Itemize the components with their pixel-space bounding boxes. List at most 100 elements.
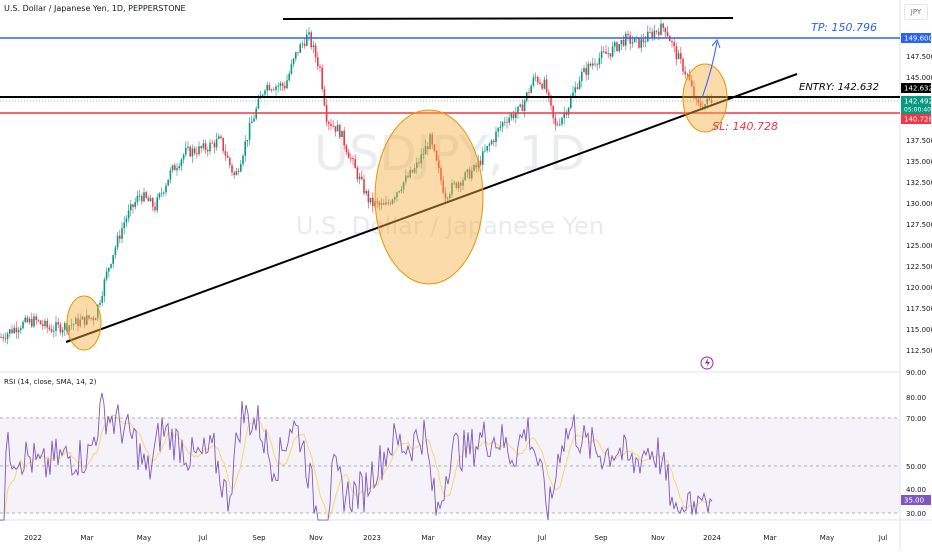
candle-body xyxy=(356,167,359,180)
candle-body xyxy=(277,85,279,87)
candle-body xyxy=(35,316,37,321)
candle-body xyxy=(446,197,449,199)
candle-body xyxy=(581,72,583,81)
time-tick-label: Mar xyxy=(421,534,434,542)
candle-body xyxy=(552,105,554,118)
candle-body xyxy=(649,31,651,33)
time-tick-label: 2022 xyxy=(24,534,42,542)
candle-body xyxy=(6,333,9,339)
candle-body xyxy=(28,318,31,323)
candle-body xyxy=(664,27,667,33)
candle-body xyxy=(77,318,79,327)
candle-body xyxy=(609,53,612,57)
candle-body xyxy=(281,83,284,86)
candle-body xyxy=(105,271,108,280)
price-tick-label: 135.000 xyxy=(906,158,932,166)
candle-body xyxy=(677,53,680,60)
candle-body xyxy=(405,175,407,183)
lightning-glyph xyxy=(705,358,710,368)
candle-body xyxy=(310,32,312,48)
symbol-title: U.S. Dollar / Japanese Yen, 1D, PEPPERST… xyxy=(4,4,186,13)
rsi-tick-label: 90.00 xyxy=(906,369,926,377)
support-trendline[interactable] xyxy=(65,73,798,343)
candle-body xyxy=(442,180,444,193)
candle-body xyxy=(341,130,343,138)
candle-body xyxy=(246,140,249,142)
price-tick-label: 125.000 xyxy=(906,242,932,250)
candle-body xyxy=(9,329,11,334)
candle-body xyxy=(138,195,141,197)
time-tick-label: 2024 xyxy=(703,534,721,542)
candle-body xyxy=(233,172,235,175)
candle-body xyxy=(651,32,653,38)
candle-body xyxy=(350,158,352,159)
candle-body xyxy=(312,45,315,48)
projection-arrow[interactable] xyxy=(701,41,718,99)
candle-body xyxy=(15,327,18,333)
candle-body xyxy=(598,57,601,65)
candle-body xyxy=(44,320,46,326)
price-tick-label: 132.500 xyxy=(906,179,932,187)
time-tick-label: Mar xyxy=(763,534,776,542)
rsi-axis[interactable]: 90.00 80.00 70.00 50.00 40.00 30.00 35.00 xyxy=(901,369,931,518)
candle-body xyxy=(330,123,332,126)
candle-body xyxy=(266,85,268,91)
price-badge-label: 142.632 xyxy=(904,85,932,93)
candle-body xyxy=(213,143,216,148)
price-tick-label: 130.000 xyxy=(906,200,932,208)
candle-body xyxy=(653,30,656,38)
highlight-circle-3[interactable] xyxy=(682,63,728,133)
candle-body xyxy=(455,182,458,188)
candle-body xyxy=(176,168,178,171)
candle-body xyxy=(132,204,134,208)
candle-body xyxy=(618,43,620,51)
candle-body xyxy=(207,149,209,152)
candle-body xyxy=(671,41,673,43)
candle-body xyxy=(141,195,143,202)
currency-button[interactable]: JPY xyxy=(904,4,928,20)
price-axis[interactable]: 147.500 145.000 137.500 135.000 132.500 130.0… xyxy=(901,33,932,355)
candle-body xyxy=(235,171,238,175)
candle-body xyxy=(385,202,387,205)
price-badge xyxy=(901,114,931,124)
candle-body xyxy=(22,321,24,329)
candle-body xyxy=(4,338,7,340)
candle-body xyxy=(189,146,191,157)
sl-label: SL: 140.728 xyxy=(712,120,778,133)
candle-body xyxy=(198,146,200,155)
candle-body xyxy=(471,170,473,179)
candle-body xyxy=(484,150,486,152)
candle-body xyxy=(79,319,81,327)
candle-body xyxy=(42,324,44,326)
candle-body xyxy=(440,167,442,181)
candle-body xyxy=(55,322,57,331)
watermark-name: U.S. Dollar / Japanese Yen xyxy=(296,212,604,240)
candle-body xyxy=(39,320,42,325)
highlight-circle-2[interactable] xyxy=(374,109,484,285)
candle-body xyxy=(409,169,411,178)
resistance-trendline[interactable] xyxy=(282,17,734,20)
time-tick-label: Sep xyxy=(252,534,266,542)
candle-body xyxy=(209,142,211,152)
candle-body xyxy=(187,146,189,148)
candle-body xyxy=(519,104,521,107)
candle-body xyxy=(332,125,334,127)
candle-body xyxy=(451,183,453,195)
candle-body xyxy=(345,145,348,153)
candle-body xyxy=(303,43,306,46)
candle-body xyxy=(220,136,222,138)
candle-body xyxy=(297,52,299,53)
candle-body xyxy=(418,162,420,164)
candle-body xyxy=(534,76,537,78)
candle-body xyxy=(477,160,480,168)
time-axis[interactable]: 2022 Mar May Jul Sep Nov 2023 Mar May Jul Sep Nov 20… xyxy=(24,534,887,542)
candle-body xyxy=(125,218,128,223)
candle-body xyxy=(336,124,339,132)
candle-body xyxy=(655,30,658,32)
candle-body xyxy=(191,148,194,157)
candle-body xyxy=(145,192,147,198)
candle-body xyxy=(673,42,675,47)
highlight-circle-1[interactable] xyxy=(66,295,102,351)
